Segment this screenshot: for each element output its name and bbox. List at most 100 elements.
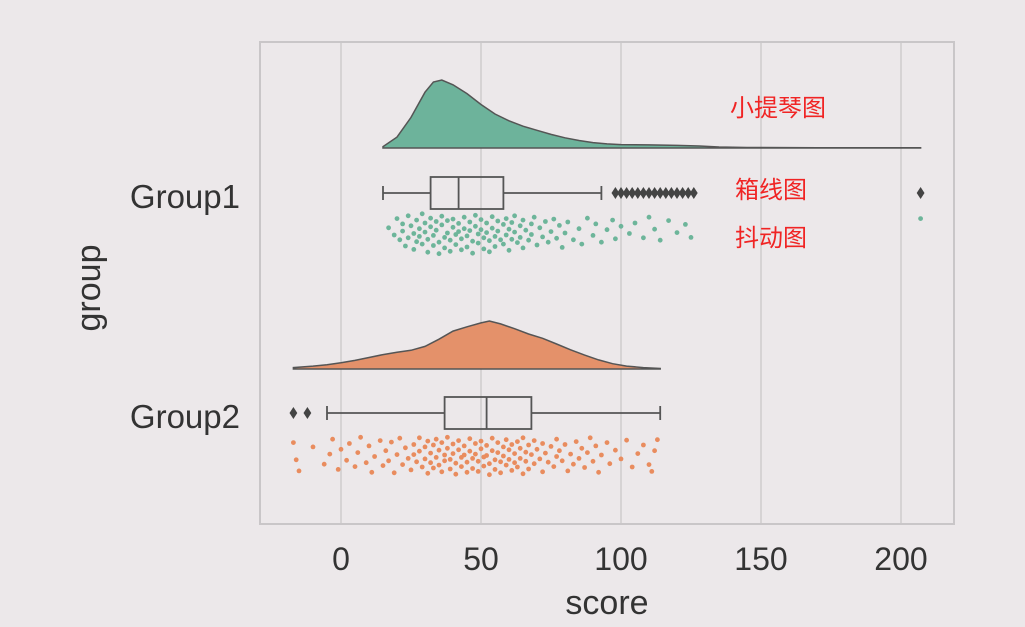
jitter-point <box>495 218 501 224</box>
jitter-point <box>464 459 470 465</box>
jitter-point <box>310 444 316 450</box>
jitter-point <box>646 214 652 220</box>
jitter-point <box>405 235 411 241</box>
jitter-point <box>495 440 501 445</box>
jitter-point <box>520 471 526 477</box>
jitter-point <box>487 472 492 478</box>
jitter-point <box>473 223 478 229</box>
jitter-point <box>400 462 405 467</box>
jitter-point <box>386 458 391 464</box>
jitter-point <box>445 218 450 224</box>
jitter-point <box>579 445 585 451</box>
jitter-point <box>453 460 459 466</box>
jitter-point <box>551 216 557 222</box>
jitter-point <box>537 456 543 462</box>
jitter-point <box>590 233 596 238</box>
outlier-point <box>673 187 681 199</box>
jitter-point <box>481 235 487 241</box>
jitter-point <box>674 230 680 236</box>
jitter-point <box>419 464 425 470</box>
jitter-point <box>565 219 571 225</box>
plot-frame <box>259 41 955 525</box>
jitter-point <box>369 469 375 475</box>
outlier-point <box>617 187 625 199</box>
jitter-point <box>422 456 428 462</box>
jitter-point <box>431 442 436 448</box>
jitter-point <box>509 236 515 242</box>
jitter-point <box>534 242 540 248</box>
jitter-point <box>585 215 590 221</box>
jitter-point <box>540 234 545 240</box>
jitter-point <box>587 435 593 441</box>
jitter-point <box>403 445 408 451</box>
jitter-point <box>470 456 475 461</box>
jitter-point <box>428 450 433 456</box>
x-tick-label: 50 <box>463 541 499 577</box>
jitter-point <box>456 221 461 226</box>
jitter-point <box>512 229 517 235</box>
jitter-point <box>484 443 489 448</box>
jitter-point <box>506 247 512 253</box>
jitter-point <box>411 231 417 236</box>
jitter-point <box>293 457 299 463</box>
jitter-point <box>627 231 632 236</box>
jitter-point <box>613 236 618 242</box>
x-tick-label: 100 <box>594 541 647 577</box>
jitter-point <box>461 226 467 232</box>
jitter-point <box>475 231 481 237</box>
jitter-point <box>394 452 400 457</box>
jitter-point <box>554 436 559 442</box>
jitter-point <box>487 461 492 467</box>
jitter-point <box>489 448 495 454</box>
jitter-point <box>629 464 635 470</box>
jitter-point <box>545 459 551 465</box>
jitter-point <box>442 452 447 458</box>
jitter-point <box>475 458 481 464</box>
jitter-point <box>501 453 506 459</box>
jitter-point <box>425 438 431 444</box>
jitter-point <box>453 242 459 248</box>
jitter-point <box>517 223 523 229</box>
jitter-point <box>593 221 599 227</box>
jitter-point <box>355 450 361 455</box>
jitter-point <box>655 437 660 443</box>
jitter-point <box>417 234 422 239</box>
jitter-point <box>520 245 526 251</box>
y-axis-label: group <box>70 245 108 332</box>
jitter-point <box>428 460 433 466</box>
jitter-point <box>450 216 456 222</box>
jitter-point <box>509 220 515 225</box>
jitter-point <box>456 229 461 235</box>
jitter-point <box>531 461 537 467</box>
jitter-point <box>467 219 473 225</box>
jitter-point <box>503 462 509 468</box>
jitter-point <box>540 469 545 475</box>
jitter-point <box>425 236 431 242</box>
jitter-point <box>529 221 534 227</box>
jitter-point <box>487 249 492 255</box>
outlier-point <box>303 407 312 419</box>
jitter-point <box>590 458 596 464</box>
jitter-point <box>610 217 615 223</box>
jitter-point <box>492 234 498 239</box>
jitter-point <box>380 463 386 468</box>
jitter-point <box>411 442 417 447</box>
jitter-point <box>419 241 425 247</box>
jitter-point <box>473 441 478 446</box>
jitter-point <box>506 226 512 232</box>
jitter-point <box>419 211 425 217</box>
jitter-point <box>501 241 506 247</box>
jitter-point <box>445 434 450 440</box>
violin-group1 <box>382 79 922 149</box>
annotation-violin: 小提琴图 <box>730 95 826 122</box>
jitter-point <box>389 439 394 445</box>
jitter-point <box>459 247 464 253</box>
outlier-point <box>689 187 698 199</box>
jitter-point <box>467 436 473 442</box>
jitter-point <box>517 445 523 451</box>
jitter-point <box>607 461 613 467</box>
jitter-point <box>327 451 333 457</box>
tick-layer: 0 50 100 150 200 Group1 Group2 <box>130 178 928 577</box>
jitter-point <box>557 448 562 454</box>
